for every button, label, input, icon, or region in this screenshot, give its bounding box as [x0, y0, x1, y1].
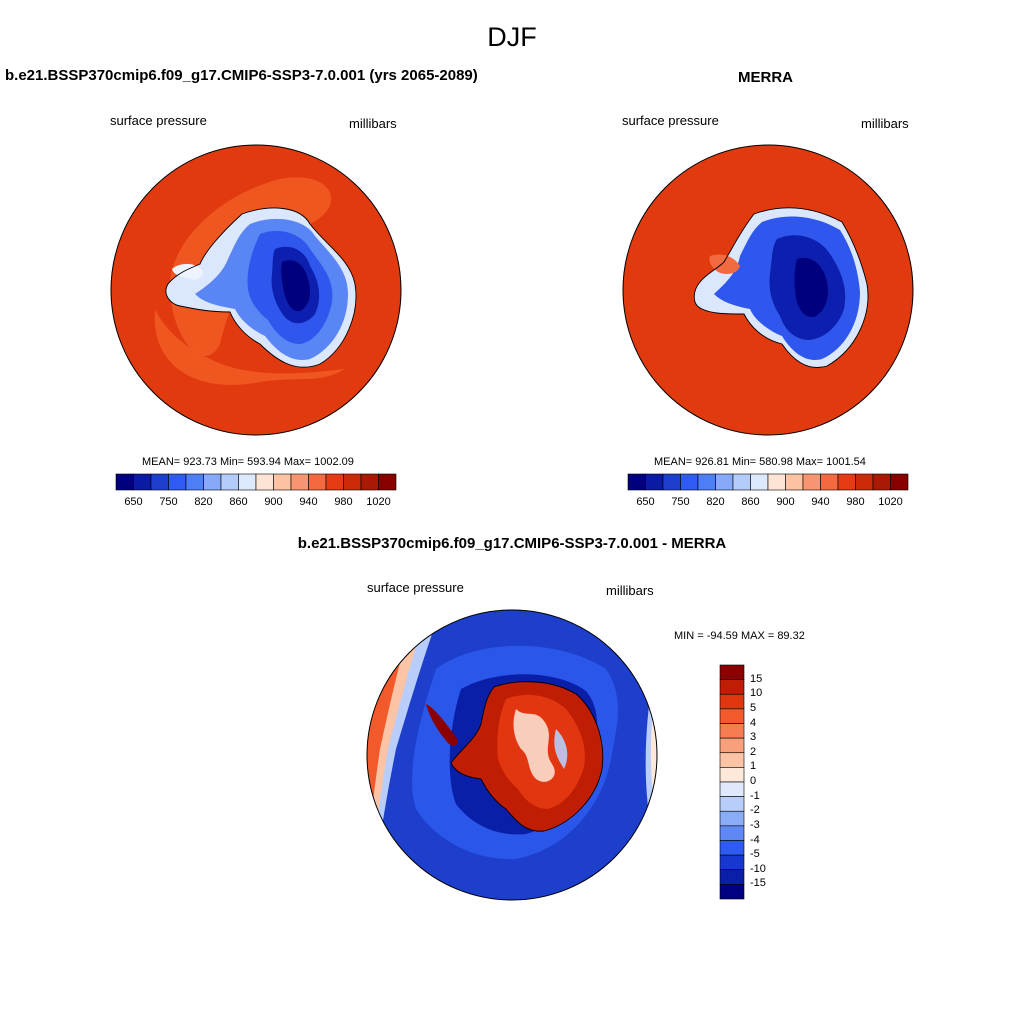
model-colorbar-box: [168, 473, 187, 491]
model-colorbar-box: [203, 473, 222, 491]
model-colorbar-tick-label: 980: [334, 496, 353, 508]
diff-polar-map: [366, 609, 658, 901]
diff-stats: MIN = -94.59 MAX = 89.32: [674, 630, 805, 642]
obs-polar-map: [622, 144, 914, 436]
main-title: DJF: [487, 22, 537, 52]
diff-colorbar-box: [719, 869, 745, 885]
model-colorbar-box: [185, 473, 204, 491]
obs-colorbar-tick-label: 750: [671, 496, 690, 508]
obs-colorbar-box: [645, 473, 664, 491]
diff-colorbar-tick-label: -1: [750, 789, 760, 802]
model-colorbar-tick-label: 820: [194, 496, 213, 508]
diff-colorbar-tick-label: -3: [750, 818, 760, 831]
model-colorbar-box: [220, 473, 239, 491]
obs-panel-title: MERRA: [738, 69, 793, 86]
model-colorbar-tick-label: 860: [229, 496, 248, 508]
diff-colorbar-box: [719, 854, 745, 871]
obs-colorbar: [627, 473, 909, 491]
obs-units-label: millibars: [861, 116, 909, 131]
diff-colorbar-box: [719, 825, 745, 841]
diff-colorbar-tick-label: 3: [750, 731, 757, 744]
obs-colorbar-box: [890, 473, 909, 491]
model-panel-title: b.e21.BSSP370cmip6.f09_g17.CMIP6-SSP3-7.…: [5, 67, 478, 84]
model-colorbar-box: [255, 473, 274, 491]
diff-colorbar-box: [719, 884, 745, 900]
diff-colorbar-box: [719, 810, 745, 827]
obs-colorbar-box: [680, 473, 699, 491]
diff-variable-label: surface pressure: [367, 580, 464, 595]
diff-colorbar-box: [719, 737, 745, 754]
model-colorbar-box: [290, 473, 309, 491]
obs-colorbar-box: [820, 473, 839, 491]
model-colorbar-box: [115, 473, 134, 491]
obs-colorbar-box: [662, 473, 681, 491]
model-colorbar-box: [238, 473, 257, 491]
model-stats: MEAN= 923.73 Min= 593.94 Max= 1002.09: [142, 456, 354, 468]
model-polar-map: [110, 144, 402, 436]
diff-colorbar: [719, 664, 745, 900]
obs-colorbar-box: [872, 473, 891, 491]
diff-colorbar-tick-label: -15: [750, 877, 766, 890]
model-colorbar-box: [378, 473, 397, 491]
obs-colorbar-box: [732, 473, 751, 491]
obs-colorbar-box: [697, 473, 716, 491]
obs-variable-label: surface pressure: [622, 113, 719, 128]
model-colorbar-tick-label: 650: [124, 496, 143, 508]
model-colorbar-box: [150, 473, 169, 491]
diff-colorbar-tick-label: -5: [750, 848, 760, 861]
diff-colorbar-tick-label: 1: [750, 760, 757, 773]
model-units-label: millibars: [349, 116, 397, 131]
model-variable-label: surface pressure: [110, 113, 207, 128]
model-colorbar-box: [273, 473, 292, 491]
obs-colorbar-tick-label: 860: [741, 496, 760, 508]
diff-colorbar-box: [719, 723, 745, 739]
obs-colorbar-tick-label: 900: [776, 496, 795, 508]
obs-stats: MEAN= 926.81 Min= 580.98 Max= 1001.54: [654, 456, 866, 468]
diff-colorbar-box: [719, 708, 745, 724]
obs-colorbar-box: [855, 473, 874, 491]
model-colorbar: [115, 473, 397, 491]
model-colorbar-box: [325, 473, 344, 491]
model-colorbar-tick-label: 750: [159, 496, 178, 508]
diff-colorbar-tick-label: 5: [750, 701, 757, 714]
diff-colorbar-tick-label: 2: [750, 745, 757, 758]
diff-colorbar-tick-label: 0: [750, 775, 757, 787]
obs-colorbar-box: [715, 473, 734, 491]
model-colorbar-box: [308, 473, 327, 491]
diff-colorbar-tick-label: 10: [750, 687, 763, 700]
model-colorbar-box: [343, 473, 362, 491]
obs-colorbar-tick-label: 820: [706, 496, 725, 508]
obs-colorbar-tick-label: 1020: [878, 496, 903, 508]
obs-colorbar-box: [767, 473, 786, 491]
diff-panel-title: b.e21.BSSP370cmip6.f09_g17.CMIP6-SSP3-7.…: [297, 535, 727, 552]
obs-colorbar-tick-label: 980: [846, 496, 865, 508]
diff-colorbar-box: [719, 752, 745, 768]
obs-colorbar-box: [785, 473, 804, 491]
model-colorbar-tick-label: 900: [264, 496, 283, 508]
model-colorbar-tick-label: 1020: [366, 496, 391, 508]
obs-colorbar-box: [750, 473, 769, 491]
diff-colorbar-tick-label: 15: [750, 672, 763, 685]
obs-colorbar-box: [837, 473, 856, 491]
model-colorbar-tick-label: 940: [299, 496, 318, 508]
model-colorbar-box: [133, 473, 152, 491]
obs-colorbar-box: [802, 473, 821, 491]
diff-colorbar-box: [719, 664, 745, 680]
diff-colorbar-box: [719, 767, 745, 783]
diff-units-label: millibars: [606, 583, 654, 598]
diff-colorbar-box: [719, 693, 745, 710]
obs-colorbar-tick-label: 940: [811, 496, 830, 508]
diff-colorbar-box: [719, 679, 745, 695]
obs-colorbar-tick-label: 650: [636, 496, 655, 508]
diff-colorbar-box: [719, 796, 745, 812]
diff-colorbar-tick-label: -4: [750, 833, 760, 846]
diff-colorbar-tick-label: 4: [750, 716, 757, 729]
diff-colorbar-tick-label: -10: [750, 862, 766, 875]
obs-colorbar-box: [627, 473, 646, 491]
diff-colorbar-box: [719, 781, 745, 797]
model-colorbar-box: [360, 473, 379, 491]
diff-colorbar-box: [719, 840, 745, 856]
diff-colorbar-tick-label: -2: [750, 804, 760, 817]
